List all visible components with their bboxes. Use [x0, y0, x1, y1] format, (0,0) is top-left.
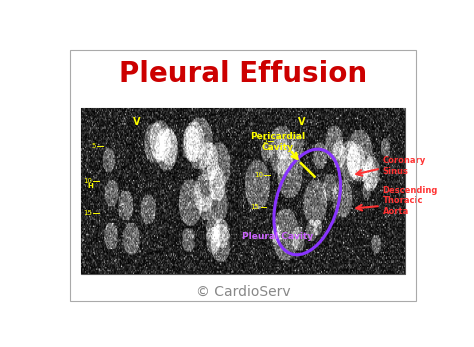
Text: V: V — [298, 117, 305, 127]
Text: Pericardial
Cavity: Pericardial Cavity — [250, 132, 305, 152]
Text: Pleural Effusion: Pleural Effusion — [119, 60, 367, 88]
Text: 10: 10 — [83, 178, 92, 184]
Text: 15: 15 — [83, 210, 92, 215]
Text: 5: 5 — [91, 143, 96, 149]
Text: 15: 15 — [251, 204, 259, 210]
Bar — [82, 108, 404, 274]
Text: 5: 5 — [263, 137, 267, 144]
Text: V: V — [133, 117, 140, 127]
Text: Pleural Cavity: Pleural Cavity — [242, 232, 313, 241]
Text: H: H — [88, 183, 93, 189]
Text: Descending
Thoracic
Aorta: Descending Thoracic Aorta — [383, 186, 438, 215]
Text: Coronary
Sinus: Coronary Sinus — [383, 156, 426, 176]
Text: 10: 10 — [254, 172, 263, 178]
Text: © CardioServ: © CardioServ — [196, 285, 290, 298]
